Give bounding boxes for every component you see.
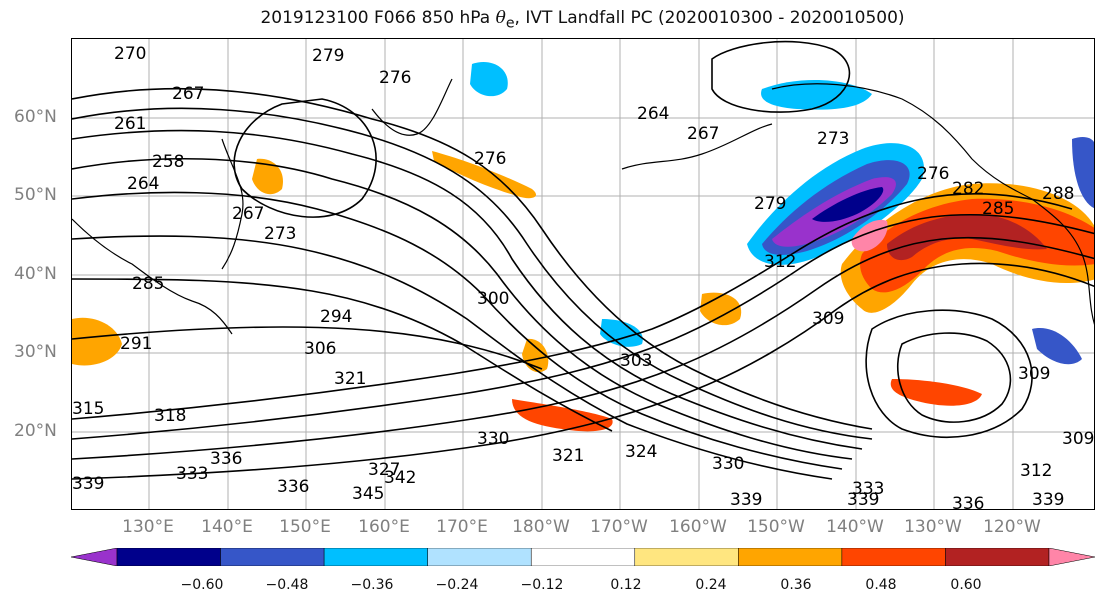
contour-label: 333	[852, 479, 884, 499]
contour-label: 285	[132, 274, 164, 294]
contour-label: 339	[730, 490, 762, 510]
contour-label: 342	[384, 468, 416, 488]
contour-label: 279	[754, 194, 786, 214]
contour-label: 312	[1020, 461, 1052, 481]
contour-label: 339	[1032, 490, 1064, 510]
colorbar-tick: −0.12	[520, 577, 564, 593]
lon-label-160e: 160°E	[358, 517, 410, 537]
contour-label: 321	[552, 446, 584, 466]
contour-label: 300	[477, 289, 509, 309]
colorbar-tick: 0.24	[695, 577, 727, 593]
contour-label: 330	[477, 429, 509, 449]
colorbar-tick: −0.24	[435, 577, 479, 593]
contour-label: 312	[764, 252, 796, 272]
contour-label: 261	[114, 114, 146, 134]
contour-label: 324	[625, 442, 657, 462]
contour-label: 345	[352, 484, 384, 504]
lat-label-40n: 40°N	[14, 264, 57, 284]
colorbar-tick: −0.60	[180, 577, 224, 593]
lon-label-150e: 150°E	[279, 517, 331, 537]
contour-label: 285	[982, 199, 1014, 219]
contour-label: 303	[620, 351, 652, 371]
colorbar-cell	[634, 548, 739, 566]
lon-label-130e: 130°E	[122, 517, 174, 537]
contour-label: 336	[952, 494, 984, 510]
contour-label: 339	[847, 490, 879, 510]
colorbar-cell	[427, 548, 532, 566]
lat-label-30n: 30°N	[14, 342, 57, 362]
title-prefix: 2019123100 F066 850 hPa	[260, 8, 496, 28]
chart-title: 2019123100 F066 850 hPa θe, IVT Landfall…	[0, 8, 1105, 31]
lat-label-20n: 20°N	[14, 421, 57, 441]
colorbar-cell	[530, 548, 636, 566]
colorbar-tick: −0.36	[350, 577, 394, 593]
contour-label: 309	[1018, 364, 1050, 384]
contour-label: 279	[312, 46, 344, 66]
contour-label: 333	[176, 464, 208, 484]
contour-label: 288	[1042, 184, 1074, 204]
lon-label-140w: 140°W	[826, 517, 884, 537]
lon-label-180w: 180°W	[512, 517, 570, 537]
colorbar-tick: 0.12	[610, 577, 642, 593]
lon-label-150w: 150°W	[747, 517, 805, 537]
colorbar-cell	[220, 548, 325, 566]
colorbar-cell	[945, 548, 1050, 566]
lon-label-140e: 140°E	[201, 517, 253, 537]
contour-label: 273	[264, 224, 296, 244]
contour-label: 327	[368, 460, 400, 480]
colorbar-cell	[71, 548, 118, 566]
contour-label: 294	[320, 307, 352, 327]
colorbar-cell	[1048, 548, 1095, 566]
contour-label: 264	[637, 104, 669, 124]
pc-shading	[72, 61, 1094, 432]
contour-label: 276	[917, 164, 949, 184]
title-subscript: e	[505, 15, 515, 32]
lat-label-50n: 50°N	[14, 185, 57, 205]
lon-label-160w: 160°W	[669, 517, 727, 537]
map-panel: 270 279 276 267 261 258 264 267 273 276 …	[71, 38, 1095, 510]
contour-label: 270	[114, 44, 146, 64]
contour-label: 315	[72, 399, 104, 419]
lon-label-170e: 170°E	[436, 517, 488, 537]
contour-label: 276	[379, 68, 411, 88]
colorbar-cell	[323, 548, 428, 566]
contour-label: 309	[1062, 429, 1094, 449]
contour-label: 339	[72, 474, 104, 494]
lon-label-120w: 120°W	[983, 517, 1041, 537]
contour-labels: 270 279 276 267 261 258 264 267 273 276 …	[72, 44, 1094, 510]
contour-label: 306	[304, 339, 336, 359]
colorbar-tick: −0.48	[265, 577, 309, 593]
contour-label: 267	[232, 204, 264, 224]
colorbar-tick: 0.36	[780, 577, 812, 593]
lon-label-170w: 170°W	[590, 517, 648, 537]
contour-label: 276	[474, 149, 506, 169]
colorbar-tick: 0.48	[865, 577, 897, 593]
colorbar-cell	[841, 548, 946, 566]
contour-label: 273	[817, 129, 849, 149]
colorbar-cell	[116, 548, 221, 566]
title-theta: θ	[495, 8, 506, 28]
contour-label: 336	[210, 449, 242, 469]
contour-label: 291	[120, 334, 152, 354]
colorbar	[71, 548, 1095, 566]
map-svg: 270 279 276 267 261 258 264 267 273 276 …	[72, 39, 1094, 510]
contour-label: 309	[812, 309, 844, 329]
contour-label: 318	[154, 406, 186, 426]
title-suffix: , IVT Landfall PC (2020010300 - 20200105…	[514, 8, 905, 28]
graticule	[72, 39, 1094, 509]
lat-label-60n: 60°N	[14, 107, 57, 127]
colorbar-tick: 0.60	[950, 577, 982, 593]
colorbar-cell	[738, 548, 843, 566]
contour-label: 267	[687, 124, 719, 144]
contour-label: 267	[172, 84, 204, 104]
lon-label-130w: 130°W	[904, 517, 962, 537]
contour-label: 321	[334, 369, 366, 389]
contour-label: 282	[952, 179, 984, 199]
theta-e-contours	[72, 40, 1094, 480]
contour-label: 336	[277, 477, 309, 497]
contour-label: 330	[712, 454, 744, 474]
contour-label: 258	[152, 152, 184, 172]
contour-label: 264	[127, 174, 159, 194]
